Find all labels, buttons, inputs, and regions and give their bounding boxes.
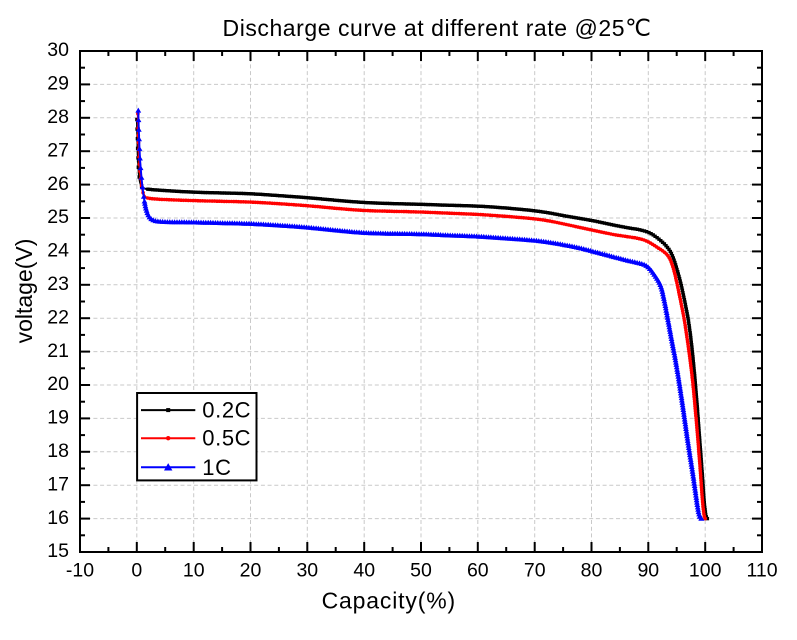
svg-text:10: 10 [183, 560, 205, 582]
svg-text:18: 18 [47, 440, 69, 462]
svg-text:110: 110 [746, 560, 777, 582]
svg-text:30: 30 [47, 39, 69, 61]
svg-text:17: 17 [47, 473, 69, 495]
svg-text:24: 24 [47, 240, 69, 262]
svg-text:27: 27 [47, 139, 69, 161]
svg-text:70: 70 [524, 560, 546, 582]
svg-text:26: 26 [47, 173, 69, 195]
svg-text:23: 23 [47, 273, 69, 295]
svg-text:50: 50 [410, 560, 432, 582]
svg-text:16: 16 [47, 507, 69, 529]
svg-text:19: 19 [47, 407, 69, 429]
svg-text:0: 0 [131, 560, 142, 582]
svg-text:Capacity(%): Capacity(%) [322, 588, 456, 614]
svg-text:22: 22 [47, 306, 69, 328]
svg-text:60: 60 [467, 560, 489, 582]
svg-text:40: 40 [353, 560, 375, 582]
svg-text:Discharge curve at different r: Discharge curve at different rate @25℃ [223, 15, 652, 41]
svg-text:0.5C: 0.5C [202, 426, 251, 451]
svg-text:90: 90 [637, 560, 659, 582]
svg-text:0.2C: 0.2C [202, 398, 251, 423]
svg-text:1C: 1C [202, 455, 231, 480]
svg-text:100: 100 [689, 560, 722, 582]
svg-text:29: 29 [47, 73, 69, 95]
svg-text:28: 28 [47, 106, 69, 128]
svg-text:voltage(V): voltage(V) [11, 239, 37, 344]
svg-text:15: 15 [47, 540, 69, 562]
svg-text:-10: -10 [66, 560, 94, 582]
svg-text:25: 25 [47, 206, 69, 228]
svg-text:80: 80 [581, 560, 603, 582]
svg-text:30: 30 [296, 560, 318, 582]
svg-text:20: 20 [240, 560, 262, 582]
svg-text:21: 21 [47, 340, 69, 362]
svg-text:20: 20 [47, 373, 69, 395]
